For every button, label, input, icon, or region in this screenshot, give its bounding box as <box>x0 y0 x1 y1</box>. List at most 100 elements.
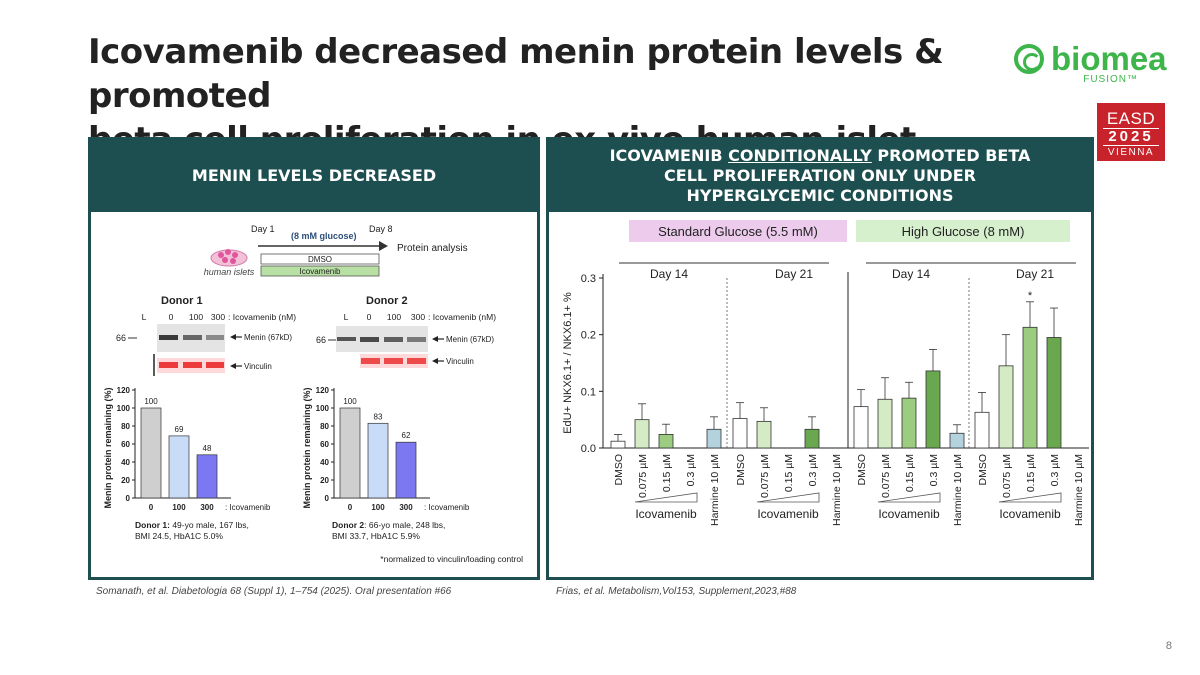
donor1-blot: Donor 1 L 0 100 300 : Icovamenib (nM) 66… <box>116 295 296 376</box>
edu-day-label: Day 14 <box>892 267 930 281</box>
donor2-vinculin-label: Vinculin <box>446 357 474 366</box>
timeline: human islets Day 1 Day 8 (8 mM glucose) … <box>204 224 468 277</box>
edu-x-tick-label: Harmine 10 µM <box>831 454 843 526</box>
edu-dose-ramp <box>998 492 1062 503</box>
donor1-lane-0: 0 <box>169 312 174 322</box>
donor2-vinculin-band-0 <box>361 358 380 364</box>
donor2-menin-band-300 <box>407 337 426 342</box>
icovamenib-box <box>260 265 380 277</box>
donor2-vinculin-band-300 <box>407 358 426 364</box>
donor1-info-line1: Donor 1: 49-yo male, 167 lbs, <box>135 520 249 530</box>
donor-chart-x-tick-label: 100 <box>371 503 385 512</box>
left-panel-figure: human islets Day 1 Day 8 (8 mM glucose) … <box>103 224 523 564</box>
high-glucose-band <box>856 220 1070 242</box>
donor-chart-x-label: : Icovamenib <box>225 503 271 512</box>
donor1-menin-chart: 0 20 40 60 80 100 120 Menin protein remaining (… <box>103 386 271 512</box>
edu-x-tick-label: 0.3 µM <box>685 454 697 486</box>
right-panel-header-text: ICOVAMENIB CONDITIONALLY PROMOTED BETA C… <box>589 146 1051 206</box>
day1-label: Day 1 <box>251 224 275 234</box>
donor-chart-bar <box>168 435 190 499</box>
donor-chart-data-label: 83 <box>374 412 383 421</box>
edu-group-label: Icovamenib <box>635 507 697 521</box>
slide-title-line-1: Icovamenib decreased menin protein level… <box>88 32 944 116</box>
donor-chart-data-label: 100 <box>144 397 158 406</box>
dmso-box-label: DMSO <box>308 255 332 264</box>
edu-x-tick-label: DMSO <box>613 454 625 486</box>
donor2-vinculin-band-100 <box>384 358 403 364</box>
glucose-label: (8 mM glucose) <box>291 231 357 241</box>
donor2-lane-L: L <box>344 312 349 322</box>
edu-x-tick-label: 0.15 µM <box>783 454 795 492</box>
donor-chart-y-tick-label: 60 <box>320 440 329 449</box>
donor-chart-y-tick-label: 20 <box>320 476 329 485</box>
donor-chart-y-tick-label: 20 <box>121 476 130 485</box>
edu-significance-marker: * <box>1028 290 1033 302</box>
left-panel: MENIN LEVELS DECREASED human islets Day … <box>88 137 540 580</box>
edu-bar <box>1022 326 1038 449</box>
edu-bar <box>658 433 674 449</box>
donor2-info-line1: Donor 2: 66-yo male, 248 lbs, <box>332 520 445 530</box>
donor2-lane-unit: : Icovamenib (nM) <box>428 312 496 322</box>
edu-x-tick-label: 0.075 µM <box>759 454 771 498</box>
edu-x-tick-label: DMSO <box>735 454 747 486</box>
standard-glucose-band <box>629 220 847 242</box>
icovamenib-box-label: Icovamenib <box>300 267 341 276</box>
donor1-vinculin-arrow <box>230 363 236 369</box>
edu-y-tick-label: 0.1 <box>581 386 596 398</box>
edu-y-label: EdU+ NKX6.1+ / NKX6.1+ % <box>562 292 574 434</box>
donor1-menin-label: Menin (67kD) <box>244 333 292 342</box>
donor-chart-y-tick-label: 100 <box>316 404 330 413</box>
standard-glucose-label: Standard Glucose (5.5 mM) <box>658 224 818 239</box>
edu-group-label: Icovamenib <box>999 507 1061 521</box>
donor-chart-x-tick-label: 100 <box>172 503 186 512</box>
donor2-menin-band-100 <box>384 337 403 342</box>
donor1-title: Donor 1 <box>161 295 203 307</box>
donor1-info-text: 49-yo male, 167 lbs, <box>170 520 249 530</box>
donor-chart-x-tick-label: 0 <box>348 503 353 512</box>
donor-chart-x-label: : Icovamenib <box>424 503 470 512</box>
high-glucose-label: High Glucose (8 mM) <box>902 224 1025 239</box>
donor-chart-y-tick-label: 120 <box>316 386 330 395</box>
donor-chart-y-tick-label: 40 <box>320 458 329 467</box>
donor2-info-line2: BMI 33.7, HbA1C 5.9% <box>332 531 420 541</box>
edu-x-tick-label: 0.3 µM <box>1049 454 1061 486</box>
left-panel-header-text: MENIN LEVELS DECREASED <box>191 166 437 185</box>
donor-chart-x-tick-label: 300 <box>200 503 214 512</box>
donor1-menin-arrow <box>230 334 236 340</box>
donor1-vinculin-band-100 <box>183 362 202 368</box>
edu-x-tick-label: 0.15 µM <box>904 454 916 492</box>
right-panel-header: ICOVAMENIB CONDITIONALLY PROMOTED BETA C… <box>549 140 1091 212</box>
edu-x-tick-label: 0.15 µM <box>1025 454 1037 492</box>
biomea-logo-word: biomea <box>1051 40 1167 77</box>
donor2-lane-100: 100 <box>387 312 401 322</box>
donor2-vinculin-arrow <box>432 358 438 364</box>
biomea-logo-subtitle: FUSION™ <box>1083 74 1138 85</box>
right-panel: ICOVAMENIB CONDITIONALLY PROMOTED BETA C… <box>546 137 1094 580</box>
edu-x-tick-label: Harmine 10 µM <box>952 454 964 526</box>
edu-bar <box>901 397 917 449</box>
edu-y-tick-label: 0.2 <box>581 330 596 342</box>
edu-plot: 0.0 0.1 0.2 0.3 EdU+ NKX6.1+ / NKX6.1+ % Day … <box>562 267 1089 526</box>
edu-x-tick-label: 0.3 µM <box>928 454 940 486</box>
normalization-footnote: *normalized to vinculin/loading control <box>380 554 523 564</box>
donor2-menin-band-L <box>337 337 356 341</box>
donor-chart-y-tick-label: 0 <box>325 494 330 503</box>
donor-chart-y-tick-label: 80 <box>320 422 329 431</box>
easd-badge-city: VIENNA <box>1107 147 1155 158</box>
donor2-menin-chart: 0 20 40 60 80 100 120 Menin protein remaining (… <box>302 386 470 512</box>
edu-bar <box>974 411 990 449</box>
protein-analysis-label: Protein analysis <box>397 243 468 254</box>
right-panel-header-post: PROMOTED BETA CELL PROLIFERATION ONLY UN… <box>664 146 1031 205</box>
edu-x-tick-label: DMSO <box>856 454 868 486</box>
edu-y-tick-label: 0.0 <box>581 443 596 455</box>
edu-x-tick-label: Harmine 10 µM <box>709 454 721 526</box>
edu-y-tick-label: 0.3 <box>581 273 596 285</box>
donor-chart-bar <box>367 422 389 499</box>
right-panel-header-pre: ICOVAMENIB <box>609 146 729 165</box>
easd-badge-name: EASD <box>1106 109 1156 128</box>
donor1-lane-100: 100 <box>189 312 203 322</box>
right-panel-header-underlined: CONDITIONALLY <box>728 146 872 165</box>
edu-x-tick-label: 0.075 µM <box>880 454 892 498</box>
dmso-box <box>260 253 380 265</box>
edu-bar <box>949 432 965 449</box>
